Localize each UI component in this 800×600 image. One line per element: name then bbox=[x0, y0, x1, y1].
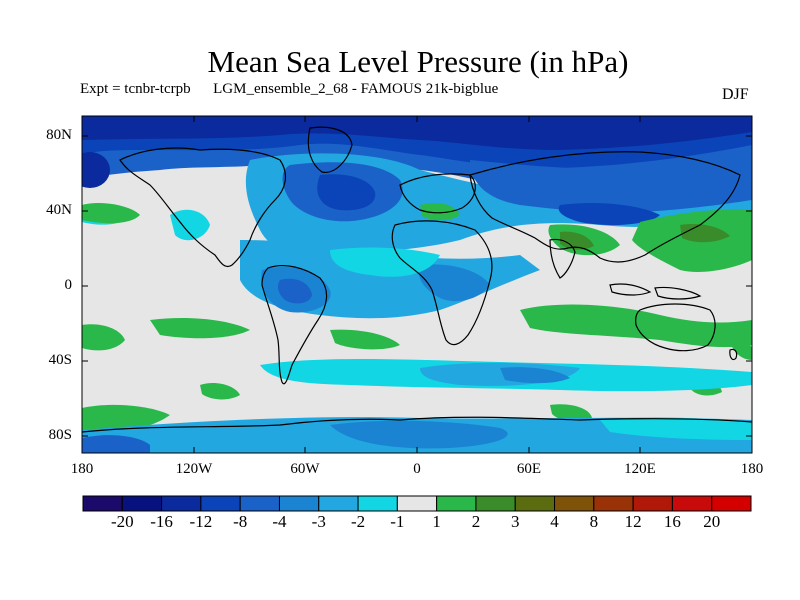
lon-label-60e: 60E bbox=[516, 461, 542, 477]
colorbar-box bbox=[475, 495, 516, 512]
colorbar-box bbox=[593, 495, 634, 512]
colorbar-box bbox=[121, 495, 163, 512]
colorbar-box bbox=[239, 495, 280, 512]
lon-label-180e: 180 bbox=[740, 461, 764, 477]
lat-label-40s: 40S bbox=[48, 352, 72, 368]
colorbar-boxes bbox=[82, 495, 752, 512]
colorbar-box bbox=[161, 495, 202, 512]
colorbar-box bbox=[436, 495, 477, 512]
colorbar-box bbox=[632, 495, 673, 512]
colorbar-label: -12 bbox=[189, 512, 213, 531]
colorbar-label: 1 bbox=[432, 512, 441, 531]
colorbar-label: 4 bbox=[550, 512, 559, 531]
map-title: Mean Sea Level Pressure (in hPa) bbox=[207, 44, 629, 79]
colorbar-box bbox=[671, 495, 713, 512]
colorbar-box bbox=[357, 495, 398, 512]
lat-label-40n: 40N bbox=[46, 202, 72, 218]
lon-label-120e: 120E bbox=[624, 461, 656, 477]
lon-label-0: 0 bbox=[413, 461, 421, 477]
colorbar-label: -1 bbox=[390, 512, 405, 531]
colorbar-box bbox=[200, 495, 241, 512]
colorbar-label: 2 bbox=[471, 512, 481, 531]
colorbar-box bbox=[514, 495, 556, 512]
colorbar-box bbox=[711, 495, 752, 512]
colorbar-label: -20 bbox=[110, 512, 134, 531]
colorbar-label: 16 bbox=[663, 512, 681, 531]
lat-label-80s: 80S bbox=[48, 427, 72, 443]
colorbar-box bbox=[278, 495, 320, 512]
axis-ticks bbox=[81, 116, 753, 453]
colorbar-label: -16 bbox=[150, 512, 173, 531]
colorbar-label: -3 bbox=[311, 512, 326, 531]
lon-label-120w: 120W bbox=[175, 461, 213, 477]
lon-label-180w: 180 bbox=[70, 461, 94, 477]
colorbar-box bbox=[554, 495, 595, 512]
colorbar-label: 3 bbox=[510, 512, 520, 531]
colorbar-label: 8 bbox=[589, 512, 599, 531]
colorbar-box bbox=[318, 495, 359, 512]
colorbar-label: -4 bbox=[272, 512, 287, 531]
colorbar-label: -2 bbox=[350, 512, 366, 531]
season-label: DJF bbox=[722, 86, 749, 103]
lon-label-60w: 60W bbox=[290, 461, 320, 477]
colorbar-box bbox=[82, 495, 123, 512]
colorbar-label: 20 bbox=[703, 512, 721, 531]
colorbar-label: -8 bbox=[233, 512, 248, 531]
lat-label-0: 0 bbox=[64, 277, 73, 293]
experiment-subtitle: Expt = tcnbr-tcrpb LGM_ensemble_2_68 - F… bbox=[80, 81, 499, 97]
colorbar-label: 12 bbox=[624, 512, 642, 531]
lat-label-80n: 80N bbox=[46, 127, 72, 143]
coastlines bbox=[82, 126, 752, 433]
colorbar-box bbox=[396, 495, 438, 512]
